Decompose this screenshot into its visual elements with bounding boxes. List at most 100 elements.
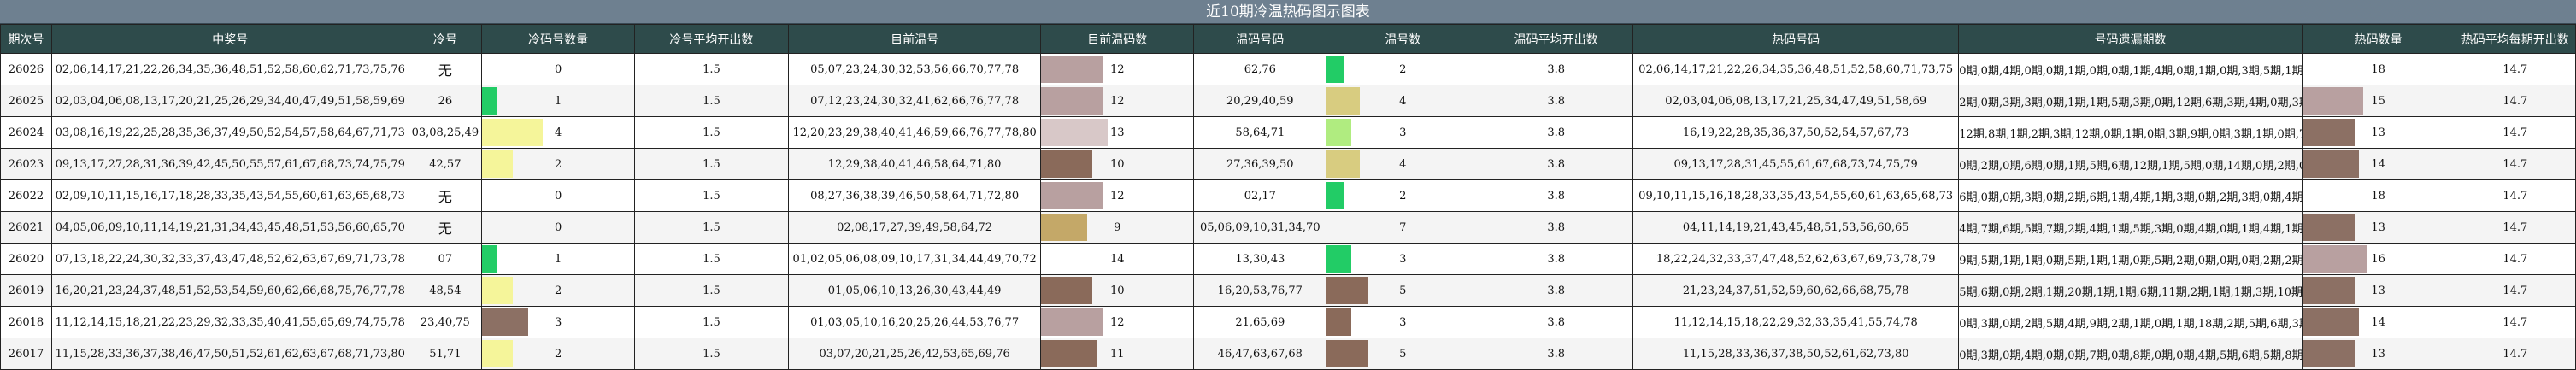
- cell-hot-avg: 14.7: [2454, 179, 2576, 212]
- cell-text: 1.5: [703, 315, 720, 329]
- cell-text: 10: [1110, 157, 1125, 171]
- cell-text: 14.7: [2502, 94, 2528, 108]
- cell-warm-codes: 46,47,63,67,68: [1193, 338, 1327, 370]
- cell-cold: 07: [408, 243, 483, 275]
- cell-text: 1.5: [703, 157, 720, 171]
- cell-warm-codes: 20,29,40,59: [1193, 85, 1327, 117]
- cell-text: 13: [2371, 347, 2385, 361]
- cell-text: 2: [554, 157, 562, 171]
- cell-missing: 6期,0期,0期,3期,0期,2期,6期,1期,4期,1期,3期,0期,2期,3…: [1958, 179, 2303, 212]
- cell-winning: 11,12,14,15,18,21,22,23,29,32,33,35,40,4…: [50, 306, 409, 338]
- cell-missing: 0期,3期,0期,4期,0期,0期,7期,0期,8期,0期,0期,4期,5期,6…: [1958, 338, 2303, 370]
- cell-warm-codes: 13,30,43: [1193, 243, 1327, 275]
- cell-hot-count: 16: [2301, 243, 2455, 275]
- cell-text: 62,76: [1244, 62, 1276, 76]
- cell-text: 3.8: [1547, 94, 1565, 108]
- value-bar: [2303, 277, 2355, 304]
- cell-text: 42,57: [429, 157, 462, 171]
- value-bar: [1326, 87, 1360, 115]
- cell-cold-count: 3: [481, 306, 635, 338]
- cell-cold: 23,40,75: [408, 306, 483, 338]
- cell-warm-now-count: 10: [1040, 148, 1195, 180]
- cell-text: 48,54: [429, 284, 462, 297]
- cell-text: 03,08,25,49: [411, 126, 479, 139]
- cell-text: 26017: [8, 347, 44, 361]
- cell-warm-now-count: 12: [1040, 306, 1195, 338]
- cell-warm-avg: 3.8: [1479, 243, 1634, 275]
- cell-cold-count: 0: [481, 211, 635, 244]
- cell-warm-count: 3: [1326, 116, 1480, 149]
- cell-text: 无: [438, 62, 452, 79]
- header-warm-now: 目前温号: [787, 24, 1042, 54]
- cell-text: 3.8: [1547, 347, 1565, 361]
- cell-text: 无: [438, 189, 452, 205]
- cell-text: 14.7: [2502, 252, 2528, 266]
- cell-cold: 48,54: [408, 274, 483, 307]
- cell-text: 16,20,53,76,77: [1217, 284, 1303, 297]
- table-row: 26019 16,20,21,23,24,37,48,51,52,53,54,59…: [0, 274, 2576, 307]
- cell-text: 4期,7期,6期,5期,7期,2期,4期,1期,5期,3期,0期,4期,0期,1…: [1959, 222, 2302, 236]
- cell-text: 4: [1399, 157, 1407, 171]
- cell-text: 16: [2371, 252, 2385, 266]
- cell-missing: 9期,5期,1期,1期,0期,5期,1期,1期,0期,5期,2期,0期,0期,0…: [1958, 243, 2303, 275]
- cell-hot-codes: 04,11,14,19,21,43,45,48,51,53,56,60,65: [1632, 211, 1960, 244]
- cell-text: 23,40,75: [420, 315, 470, 329]
- cell-warm-now-count: 14: [1040, 243, 1195, 275]
- cell-warm-count: 2: [1326, 179, 1480, 212]
- cell-text: 3.8: [1547, 189, 1565, 203]
- table-row: 26017 11,15,28,33,36,37,38,46,47,50,51,52…: [0, 338, 2576, 370]
- cell-hot-count: 18: [2301, 179, 2455, 212]
- value-bar: [1041, 214, 1088, 241]
- cell-text: 0: [554, 189, 562, 203]
- value-bar: [482, 308, 528, 336]
- cell-warm-count: 7: [1326, 211, 1480, 244]
- cell-hot-count: 15: [2301, 85, 2455, 117]
- cell-hot-count: 13: [2301, 338, 2455, 370]
- cell-warm-now: 12,29,38,40,41,46,58,64,71,80: [787, 148, 1042, 180]
- cell-text: 11,12,14,15,18,21,22,23,29,32,33,35,40,4…: [55, 315, 405, 329]
- cell-hot-codes: 11,15,28,33,36,37,38,50,52,61,62,73,80: [1632, 338, 1960, 370]
- header-cold: 冷号: [408, 24, 483, 54]
- cell-text: 07: [438, 252, 453, 266]
- cell-text: 14.7: [2502, 284, 2528, 297]
- cell-text: 02,06,14,17,21,22,26,34,35,36,48,51,52,5…: [55, 62, 405, 76]
- cell-cold-count: 0: [481, 179, 635, 212]
- cell-cold-avg: 1.5: [633, 211, 789, 244]
- cell-text: 26021: [8, 220, 44, 234]
- cell-hot-codes: 18,22,24,32,33,37,47,48,52,62,63,67,69,7…: [1632, 243, 1960, 275]
- cell-text: 1.5: [703, 126, 720, 139]
- cell-text: 27,36,39,50: [1226, 157, 1294, 171]
- value-bar: [2303, 87, 2363, 115]
- cell-text: 26019: [8, 284, 44, 297]
- cell-hot-avg: 14.7: [2454, 274, 2576, 307]
- cell-text: 无: [438, 220, 452, 237]
- cell-text: 01,02,05,06,08,09,10,17,31,34,44,49,70,7…: [792, 252, 1037, 266]
- cell-cold-count: 2: [481, 148, 635, 180]
- cell-warm-now-count: 10: [1040, 274, 1195, 307]
- cell-cold-count: 2: [481, 338, 635, 370]
- value-bar: [1326, 56, 1344, 83]
- cell-text: 16,19,22,28,35,36,37,50,52,54,57,67,73: [1682, 126, 1909, 139]
- cell-cold-avg: 1.5: [633, 306, 789, 338]
- cell-text: 21,23,24,37,51,52,59,60,62,66,68,75,78: [1682, 284, 1909, 297]
- cell-text: 5期,6期,0期,2期,1期,20期,1期,1期,6期,11期,2期,1期,1期…: [1959, 285, 2303, 299]
- cell-cold: 26: [408, 85, 483, 117]
- cell-winning: 09,13,17,27,28,31,36,39,42,45,50,55,57,6…: [50, 148, 409, 180]
- cell-text: 3: [1399, 252, 1407, 266]
- cell-cold-avg: 1.5: [633, 338, 789, 370]
- cell-winning: 16,20,21,23,24,37,48,51,52,53,54,59,60,6…: [50, 274, 409, 307]
- cell-issue: 26024: [0, 116, 52, 149]
- header-cold-avg: 冷号平均开出数: [633, 24, 789, 54]
- cell-text: 12,29,38,40,41,46,58,64,71,80: [827, 157, 1002, 171]
- value-bar: [1326, 340, 1368, 367]
- cell-cold-avg: 1.5: [633, 116, 789, 149]
- cell-text: 02,03,04,06,08,13,17,20,21,25,26,29,34,4…: [55, 94, 405, 108]
- cell-text: 12,20,23,29,38,40,41,46,59,66,76,77,78,8…: [792, 126, 1037, 139]
- cell-text: 12: [1110, 62, 1125, 76]
- cell-issue: 26018: [0, 306, 52, 338]
- cell-text: 1.5: [703, 220, 720, 234]
- header-hot-codes: 热码号码: [1632, 24, 1960, 54]
- cell-hot-avg: 14.7: [2454, 243, 2576, 275]
- cell-cold-avg: 1.5: [633, 243, 789, 275]
- cell-text: 0期,2期,0期,6期,0期,1期,5期,6期,12期,1期,5期,0期,14期…: [1959, 159, 2302, 173]
